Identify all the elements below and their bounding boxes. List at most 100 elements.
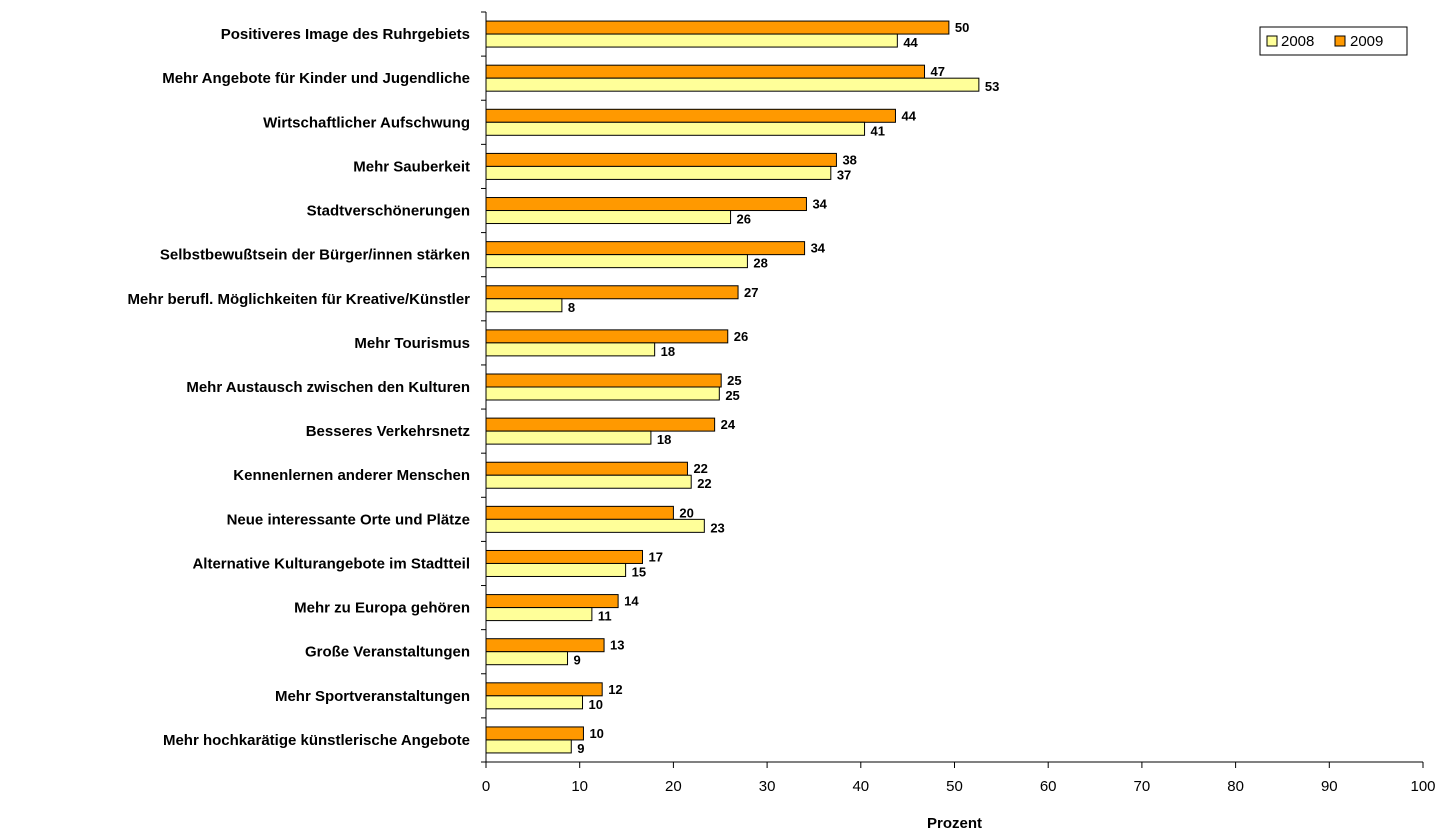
bar-2009 [485, 152, 837, 167]
data-label-2009: 34 [811, 241, 826, 256]
category-label: Mehr zu Europa gehören [294, 600, 470, 617]
x-tick-label: 80 [1227, 778, 1244, 795]
category-label: Mehr Sauberkeit [353, 158, 470, 175]
bar-2009 [485, 373, 722, 388]
bar-2008 [485, 210, 732, 225]
data-label-2008: 9 [574, 653, 581, 668]
legend-label-2009: 2009 [1350, 33, 1383, 50]
category-label: Mehr hochkarätige künstlerische Angebote [163, 732, 470, 749]
data-label-2008: 23 [710, 520, 724, 535]
data-label-2009: 50 [955, 20, 969, 35]
bar-2009 [485, 594, 619, 609]
data-label-2009: 22 [693, 461, 707, 476]
bar-2009 [485, 241, 806, 256]
bar-2008 [485, 298, 563, 313]
data-label-2008: 9 [577, 741, 584, 756]
data-label-2009: 26 [734, 329, 748, 344]
x-tick-label: 100 [1410, 778, 1435, 795]
data-label-2009: 47 [931, 64, 945, 79]
data-label-2009: 25 [727, 373, 741, 388]
bar-2008 [485, 474, 692, 489]
bar-2008 [485, 430, 652, 445]
x-tick-label: 20 [665, 778, 682, 795]
bar-2008 [485, 121, 866, 136]
data-label-2009: 44 [901, 108, 916, 123]
category-label: Wirtschaftlicher Aufschwung [263, 114, 470, 131]
data-label-2009: 34 [812, 197, 827, 212]
bar-2009 [485, 20, 950, 35]
bar-2008 [485, 386, 720, 401]
category-label: Mehr Angebote für Kinder und Jugendliche [162, 70, 470, 87]
data-label-2009: 27 [744, 285, 758, 300]
category-label: Mehr Tourismus [354, 335, 470, 352]
category-label: Mehr Sportveranstaltungen [275, 688, 470, 705]
x-tick-label: 60 [1040, 778, 1057, 795]
data-label-2008: 25 [725, 388, 739, 403]
data-label-2009: 20 [679, 505, 693, 520]
legend-swatch-2008 [1266, 35, 1278, 47]
data-label-2008: 26 [737, 212, 751, 227]
bar-2008 [485, 165, 832, 180]
bar-2009 [485, 108, 896, 123]
x-tick-label: 40 [852, 778, 869, 795]
data-label-2008: 15 [632, 564, 646, 579]
bar-2008 [485, 518, 705, 533]
data-label-2008: 10 [589, 697, 603, 712]
data-label-2009: 13 [610, 638, 624, 653]
bar-2009 [485, 461, 688, 476]
category-label: Neue interessante Orte und Plätze [227, 511, 470, 528]
bar-2008 [485, 739, 572, 754]
x-tick-label: 70 [1134, 778, 1151, 795]
data-label-2008: 22 [697, 476, 711, 491]
data-label-2008: 44 [903, 35, 918, 50]
category-label: Positiveres Image des Ruhrgebiets [221, 26, 470, 43]
data-label-2008: 8 [568, 300, 575, 315]
category-label: Selbstbewußtsein der Bürger/innen stärke… [160, 247, 470, 264]
x-axis-title: Prozent [927, 815, 982, 832]
data-label-2008: 37 [837, 167, 851, 182]
bar-2009 [485, 726, 584, 741]
x-tick-label: 90 [1321, 778, 1338, 795]
bar-2008 [485, 607, 593, 622]
bar-2009 [485, 505, 674, 520]
bar-2008 [485, 254, 748, 269]
bar-2009 [485, 285, 739, 300]
x-tick-label: 50 [946, 778, 963, 795]
category-label: Besseres Verkehrsnetz [306, 423, 470, 440]
bar-2008 [485, 562, 627, 577]
data-label-2009: 38 [842, 152, 856, 167]
bar-2008 [485, 342, 656, 357]
legend-swatch-2009 [1334, 35, 1346, 47]
x-tick-label: 30 [759, 778, 776, 795]
bar-2008 [485, 651, 569, 666]
bar-2009 [485, 417, 716, 432]
legend: 2008 2009 [1259, 26, 1408, 56]
bar-2008 [485, 77, 980, 92]
labels: 0 10 20 30 40 50 60 70 80 90 100 Positiveres Image … [127, 11, 1436, 795]
data-label-2009: 12 [608, 682, 622, 697]
legend-frame [1259, 26, 1408, 56]
data-label-2009: 10 [589, 726, 603, 741]
category-label: Mehr Austausch zwischen den Kulturen [186, 379, 470, 396]
bar-2009 [485, 64, 926, 79]
category-label: Kennenlernen anderer Menschen [233, 467, 470, 484]
bar-2009 [485, 682, 603, 697]
category-label: Alternative Kulturangebote im Stadtteil [192, 555, 470, 572]
data-label-2009: 24 [721, 417, 736, 432]
category-label: Stadtverschönerungen [307, 203, 470, 220]
bar-2008 [485, 695, 584, 710]
category-label: Mehr berufl. Möglichkeiten für Kreative/… [127, 291, 470, 308]
data-label-2008: 28 [753, 256, 767, 271]
x-tick-label: 0 [482, 778, 490, 795]
bar-2009 [485, 329, 729, 344]
category-label: Große Veranstaltungen [305, 644, 470, 661]
bar-2009 [485, 638, 605, 653]
bar-2009 [485, 197, 807, 212]
data-label-2008: 18 [657, 432, 671, 447]
data-label-2009: 14 [624, 594, 639, 609]
bar-2009 [485, 549, 643, 564]
data-label-2008: 11 [598, 609, 612, 624]
x-tick-label: 10 [571, 778, 588, 795]
